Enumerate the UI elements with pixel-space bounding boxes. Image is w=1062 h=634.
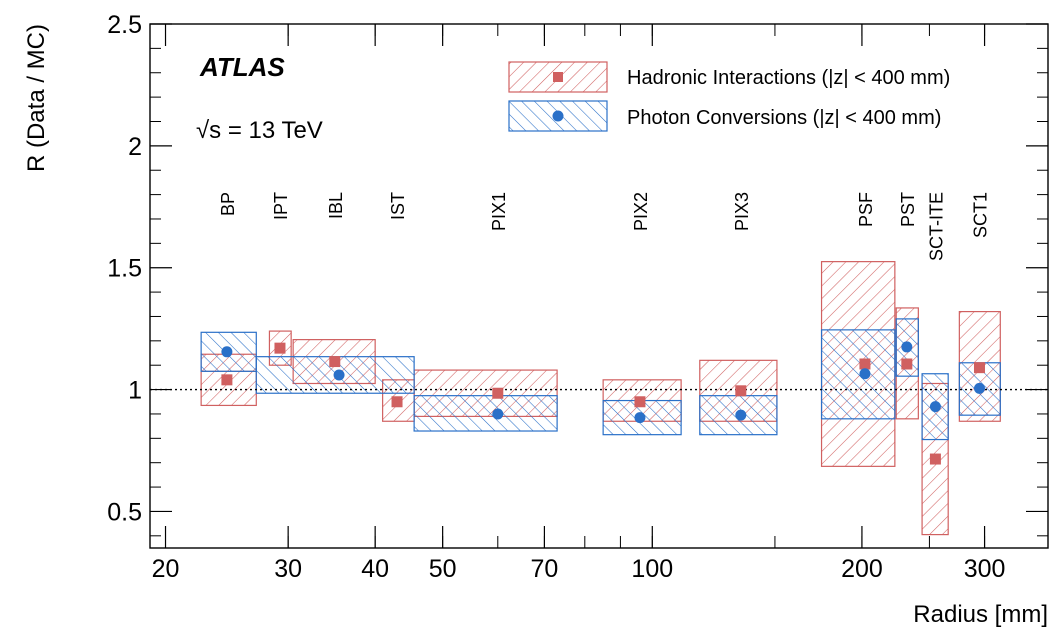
x-axis-label: Radius [mm] [913,601,1048,628]
photon-marker-6 [901,341,913,353]
legend-label-hadronic: Hadronic Interactions (|z| < 400 mm) [627,67,950,89]
layer-labels: BP IPT IBL IST PIX1 PIX2 PIX3 PSF PST SCT-ITE SCT1 [218,192,991,261]
layer-label-bp: BP [218,192,238,216]
legend: Hadronic Interactions (|z| < 400 mm) Pho… [508,61,950,132]
x-tick-label-3: 50 [429,555,457,583]
layer-label-pst: PST [898,192,918,227]
layer-label-ipt: IPT [271,192,291,220]
layer-label-ist: IST [388,192,408,220]
layer-label-psf: PSF [856,192,876,227]
data-markers [221,341,985,465]
photon-marker-3 [634,412,646,424]
photon-marker-8 [973,382,985,394]
y-tick-label-1: 1 [128,377,142,405]
hadronic-marker-6 [735,385,747,397]
hadronic-marker-5 [634,396,646,408]
layer-label-sct-ite: SCT-ITE [926,192,946,261]
x-tick-label-0: 20 [152,555,180,583]
hadronic-marker-0 [221,374,233,386]
energy-label: √s = 13 TeV [196,117,323,144]
x-tick-label-5: 100 [631,555,673,583]
hadronic-marker-3 [391,396,403,408]
y-tick-label-2: 1.5 [107,255,142,283]
plot-area [149,23,1049,549]
hadronic-marker-7 [859,358,871,370]
legend-item-photon: Photon Conversions (|z| < 400 mm) [508,100,941,132]
legend-item-hadronic: Hadronic Interactions (|z| < 400 mm) [508,61,950,93]
hadronic-marker-10 [973,362,985,374]
layer-label-pix2: PIX2 [631,192,651,231]
photon-marker-5 [859,368,871,380]
x-tick-label-1: 30 [274,555,302,583]
photon-marker-1 [333,369,345,381]
photon-box-0 [200,331,257,372]
x-tick-label-4: 70 [531,555,559,583]
x-tick-label-6: 200 [841,555,883,583]
axes: 0.5 1 1.5 2 2.5 20 30 40 50 70 100 200 300 [107,11,1048,583]
hadronic-marker-8 [901,358,913,370]
hadronic-marker-4 [492,387,504,399]
legend-marker-hadronic [553,72,563,82]
layer-label-pix1: PIX1 [489,192,509,231]
photon-marker-2 [492,408,504,420]
layer-label-ibl: IBL [326,192,346,219]
photon-marker-0 [221,346,233,358]
y-tick-label-3: 2 [128,133,142,161]
photon-marker-4 [735,409,747,421]
plot-frame [149,23,1049,549]
y-axis-label: R (Data / MC) [23,24,50,172]
layer-label-sct1: SCT1 [970,192,990,238]
photon-box-2 [413,395,558,432]
legend-label-photon: Photon Conversions (|z| < 400 mm) [627,107,941,129]
y-tick-label-4: 2.5 [107,11,142,39]
hadronic-marker-9 [929,453,941,465]
photon-marker-7 [929,401,941,413]
hadronic-marker-2 [329,356,341,368]
experiment-label: ATLAS [199,52,285,82]
y-tick-label-0: 0.5 [107,498,142,526]
legend-marker-photon [552,110,564,122]
layer-label-pix3: PIX3 [732,192,752,231]
x-tick-label-2: 40 [361,555,389,583]
photon-box-5 [820,329,896,420]
hadronic-marker-1 [274,342,286,354]
x-tick-label-7: 300 [964,555,1006,583]
